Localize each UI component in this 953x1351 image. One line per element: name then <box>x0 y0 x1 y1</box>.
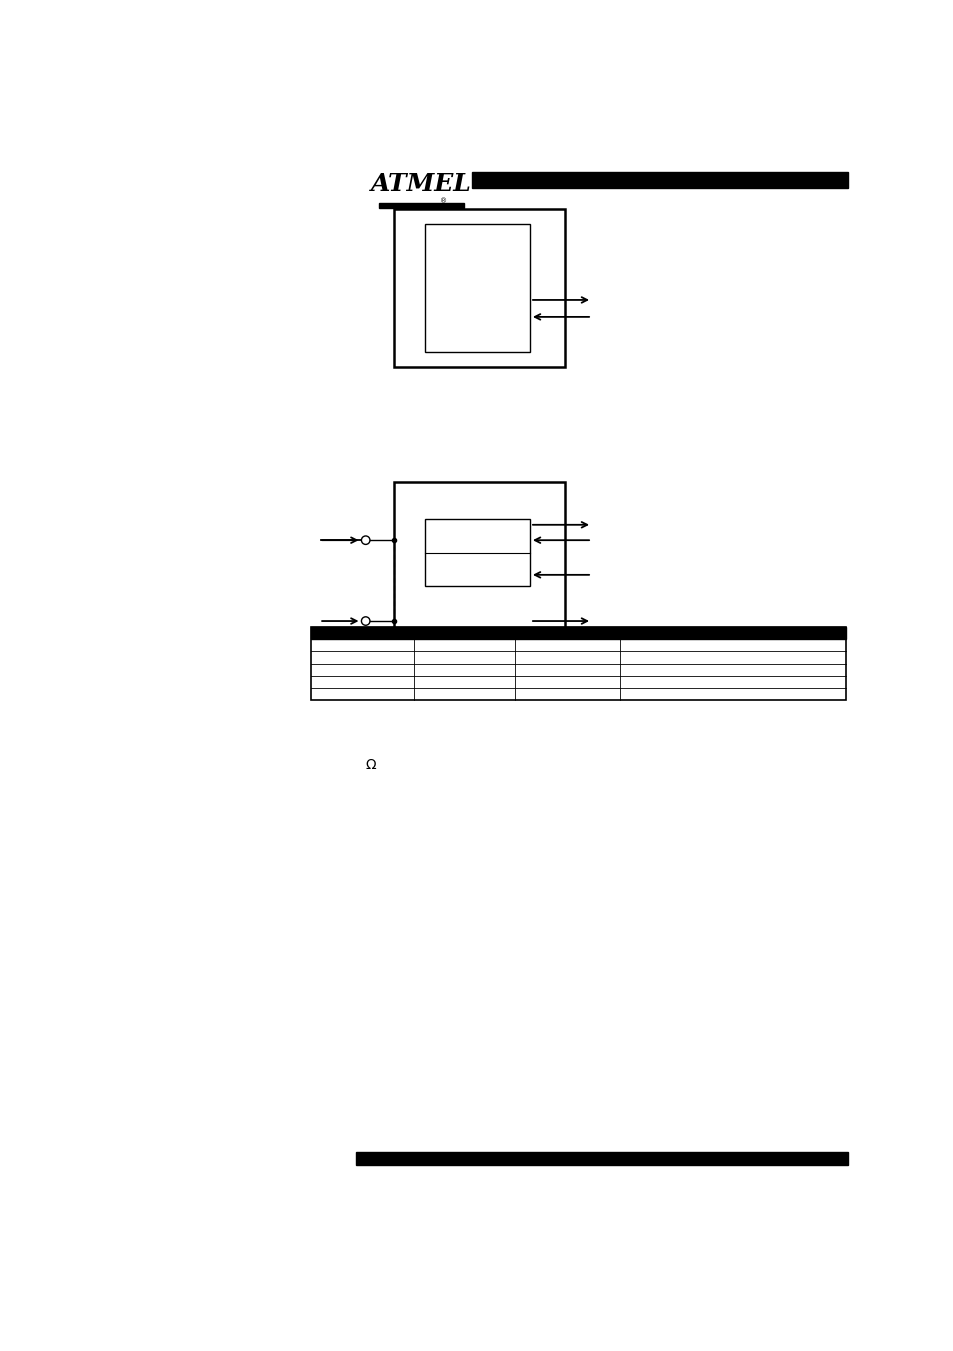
Bar <box>378 203 464 208</box>
Bar <box>311 627 845 700</box>
Text: ATMEL: ATMEL <box>371 173 472 196</box>
Bar <box>355 1152 847 1166</box>
Bar <box>425 224 530 351</box>
Bar <box>394 209 564 367</box>
Bar <box>425 519 530 586</box>
Bar <box>394 482 564 636</box>
Bar <box>311 627 845 639</box>
Bar <box>472 172 847 188</box>
Text: Ω: Ω <box>365 758 376 771</box>
Text: ®: ® <box>439 199 446 204</box>
